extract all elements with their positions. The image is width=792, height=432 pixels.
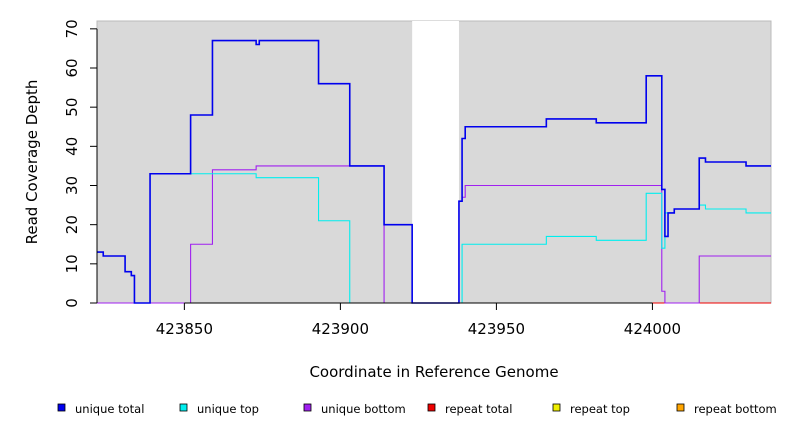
legend-item-unique-top: unique top	[179, 402, 259, 416]
legend-label: repeat top	[570, 402, 630, 416]
legend-label: unique top	[197, 402, 259, 416]
y-tick-label: 50	[63, 98, 81, 117]
legend-swatch	[427, 403, 436, 412]
legend-item-unique-bottom: unique bottom	[303, 402, 406, 416]
legend-swatch	[57, 403, 66, 412]
legend-item-repeat-bottom: repeat bottom	[676, 402, 777, 416]
y-axis: 0 10 20 30 40 50 60 70	[63, 19, 98, 308]
legend-swatch	[303, 403, 312, 412]
legend-swatch	[552, 403, 561, 412]
x-axis: 423850 423900 423950 424000	[156, 302, 681, 338]
y-tick-label: 0	[63, 298, 81, 308]
x-tick-label: 424000	[624, 320, 681, 338]
x-axis-title: Coordinate in Reference Genome	[309, 363, 558, 381]
x-tick-label: 423900	[312, 320, 369, 338]
legend-label: repeat bottom	[694, 402, 777, 416]
legend-swatch	[676, 403, 685, 412]
y-tick-label: 10	[63, 254, 81, 273]
y-tick-label: 70	[63, 19, 81, 38]
legend: unique total unique top unique bottom repea…	[57, 402, 777, 416]
legend-label: unique bottom	[321, 402, 406, 416]
legend-item-unique-total: unique total	[57, 402, 144, 416]
legend-swatch	[179, 403, 188, 412]
legend-label: repeat total	[445, 402, 512, 416]
y-axis-title: Read Coverage Depth	[23, 80, 41, 245]
y-tick-label: 30	[63, 176, 81, 195]
legend-label: unique total	[75, 402, 144, 416]
gap-region	[412, 21, 459, 303]
legend-item-repeat-total: repeat total	[427, 402, 512, 416]
legend-item-repeat-top: repeat top	[552, 402, 630, 416]
y-tick-label: 60	[63, 58, 81, 77]
y-tick-label: 20	[63, 215, 81, 234]
y-tick-label: 40	[63, 137, 81, 156]
x-tick-label: 423850	[156, 320, 213, 338]
x-tick-label: 423950	[468, 320, 525, 338]
